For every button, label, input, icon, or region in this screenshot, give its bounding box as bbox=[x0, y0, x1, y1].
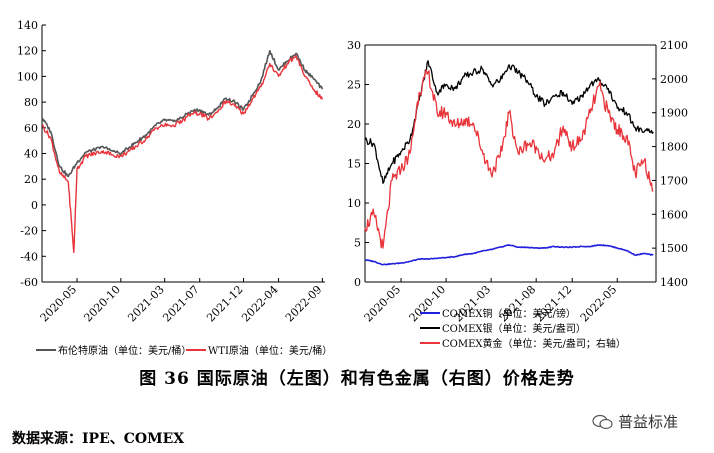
series-line-silver bbox=[364, 60, 654, 184]
x-tick-label: 2021-12 bbox=[204, 283, 246, 325]
y-tick-label: 30 bbox=[347, 39, 361, 52]
left-oil-chart: -60 -40 -20 0 20 40 60 80 100 120 140 2020-05 2020-1… bbox=[17, 19, 332, 357]
y-tick-label: 0 bbox=[31, 199, 38, 212]
x-tick-label: 2022-09 bbox=[283, 283, 325, 325]
x-tick-label: 2020-10 bbox=[81, 283, 123, 325]
figure-caption: 图 36 国际原油（左图）和有色金属（右图）价格走势 bbox=[139, 369, 575, 389]
legend-label-gold: COMEX黄金（单位：美元/盎司；右轴） bbox=[442, 337, 626, 350]
y2-tick-label: 1900 bbox=[660, 107, 688, 120]
series-line-wti bbox=[41, 55, 324, 254]
y-tick-label: 20 bbox=[24, 173, 38, 186]
y-tick-label: 10 bbox=[347, 197, 361, 210]
watermark: 普益标准 bbox=[618, 413, 679, 431]
series-line-copper bbox=[364, 244, 654, 266]
y-tick-label: -40 bbox=[20, 250, 38, 263]
x-tick-label: 2021-07 bbox=[160, 283, 202, 325]
y-tick-label: 140 bbox=[17, 19, 38, 32]
y-tick-label: 20 bbox=[347, 118, 361, 131]
y-tick-label: -60 bbox=[20, 276, 38, 289]
y2-tick-label: 2000 bbox=[660, 73, 688, 86]
x-tick-label: 2022-04 bbox=[239, 283, 281, 325]
right-metals-chart: 0 5 10 15 20 25 30 1400 1500 1600 1700 1800 1900 2000… bbox=[347, 39, 688, 350]
y2-tick-label: 1400 bbox=[660, 276, 688, 289]
legend-label-wti: WTI原油（单位：美元/桶） bbox=[208, 344, 332, 357]
y2-tick-label: 1600 bbox=[660, 208, 688, 221]
y-tick-label: 100 bbox=[17, 70, 38, 83]
legend-label-brent: 布伦特原油（单位：美元/桶） bbox=[58, 344, 191, 357]
legend-label-silver: COMEX银（单位：美元/盎司） bbox=[442, 322, 586, 335]
y-tick-label: 60 bbox=[24, 122, 38, 135]
x-tick-label: 2020-05 bbox=[362, 283, 404, 325]
data-source: 数据来源：IPE、COMEX bbox=[12, 431, 185, 447]
y-tick-label: -20 bbox=[20, 225, 38, 238]
x-tick-label: 2022-05 bbox=[578, 283, 620, 325]
y-tick-label: 40 bbox=[24, 148, 38, 161]
y2-tick-label: 2100 bbox=[660, 39, 688, 52]
wechat-logo-icon bbox=[592, 414, 613, 430]
y2-tick-label: 1700 bbox=[660, 174, 688, 187]
x-tick-label: 2020-05 bbox=[38, 283, 80, 325]
y2-tick-label: 1500 bbox=[660, 242, 688, 255]
legend-label-copper: COMEX铜（单位：美元/镑） bbox=[442, 307, 576, 320]
y-tick-label: 80 bbox=[24, 96, 38, 109]
x-tick-label: 2021-03 bbox=[125, 283, 167, 325]
series-line-brent bbox=[41, 49, 324, 178]
y-tick-label: 0 bbox=[354, 276, 361, 289]
y-tick-label: 25 bbox=[347, 79, 361, 92]
y-tick-label: 15 bbox=[347, 158, 361, 171]
y-tick-label: 5 bbox=[354, 237, 361, 250]
series-line-gold bbox=[364, 69, 654, 249]
y-tick-label: 120 bbox=[17, 45, 38, 58]
y2-tick-label: 1800 bbox=[660, 141, 688, 154]
